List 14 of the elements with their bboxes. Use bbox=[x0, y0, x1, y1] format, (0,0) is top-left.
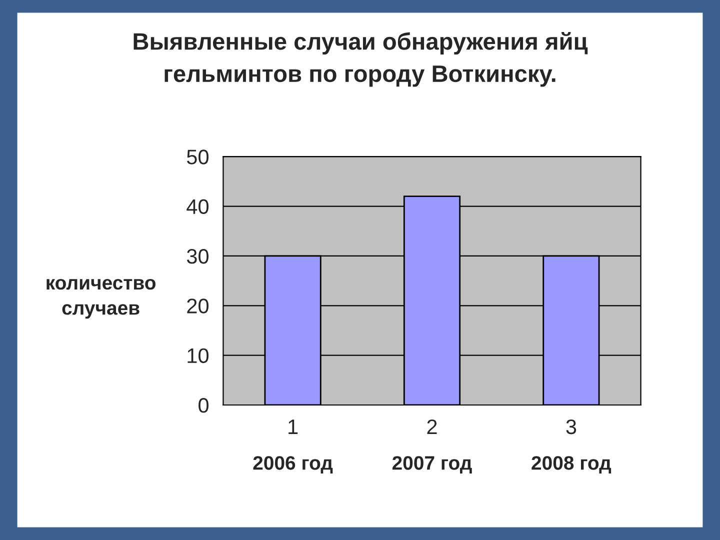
text: 2008 год bbox=[532, 456, 612, 474]
y-tick-label: 10 bbox=[188, 348, 208, 364]
x-tick-label: 2 bbox=[427, 419, 437, 434]
y-tick-label: 0 bbox=[198, 398, 208, 413]
chart-title: Выявленные случаи обнаружения яйц гельминтов по городу Воткинску. bbox=[134, 32, 588, 87]
y-axis-title: количество случаев bbox=[46, 278, 156, 319]
y-tick-label: 40 bbox=[186, 199, 208, 214]
x-tick-label: 1 bbox=[288, 420, 298, 434]
x-tick-label: 3 bbox=[566, 419, 576, 434]
y-tick-label: 50 bbox=[186, 150, 208, 164]
y-tick-label: 20 bbox=[187, 298, 208, 314]
text: 2007 год bbox=[392, 456, 472, 474]
y-tick-label: 30 bbox=[186, 248, 208, 264]
text: 2006 год bbox=[253, 456, 333, 474]
